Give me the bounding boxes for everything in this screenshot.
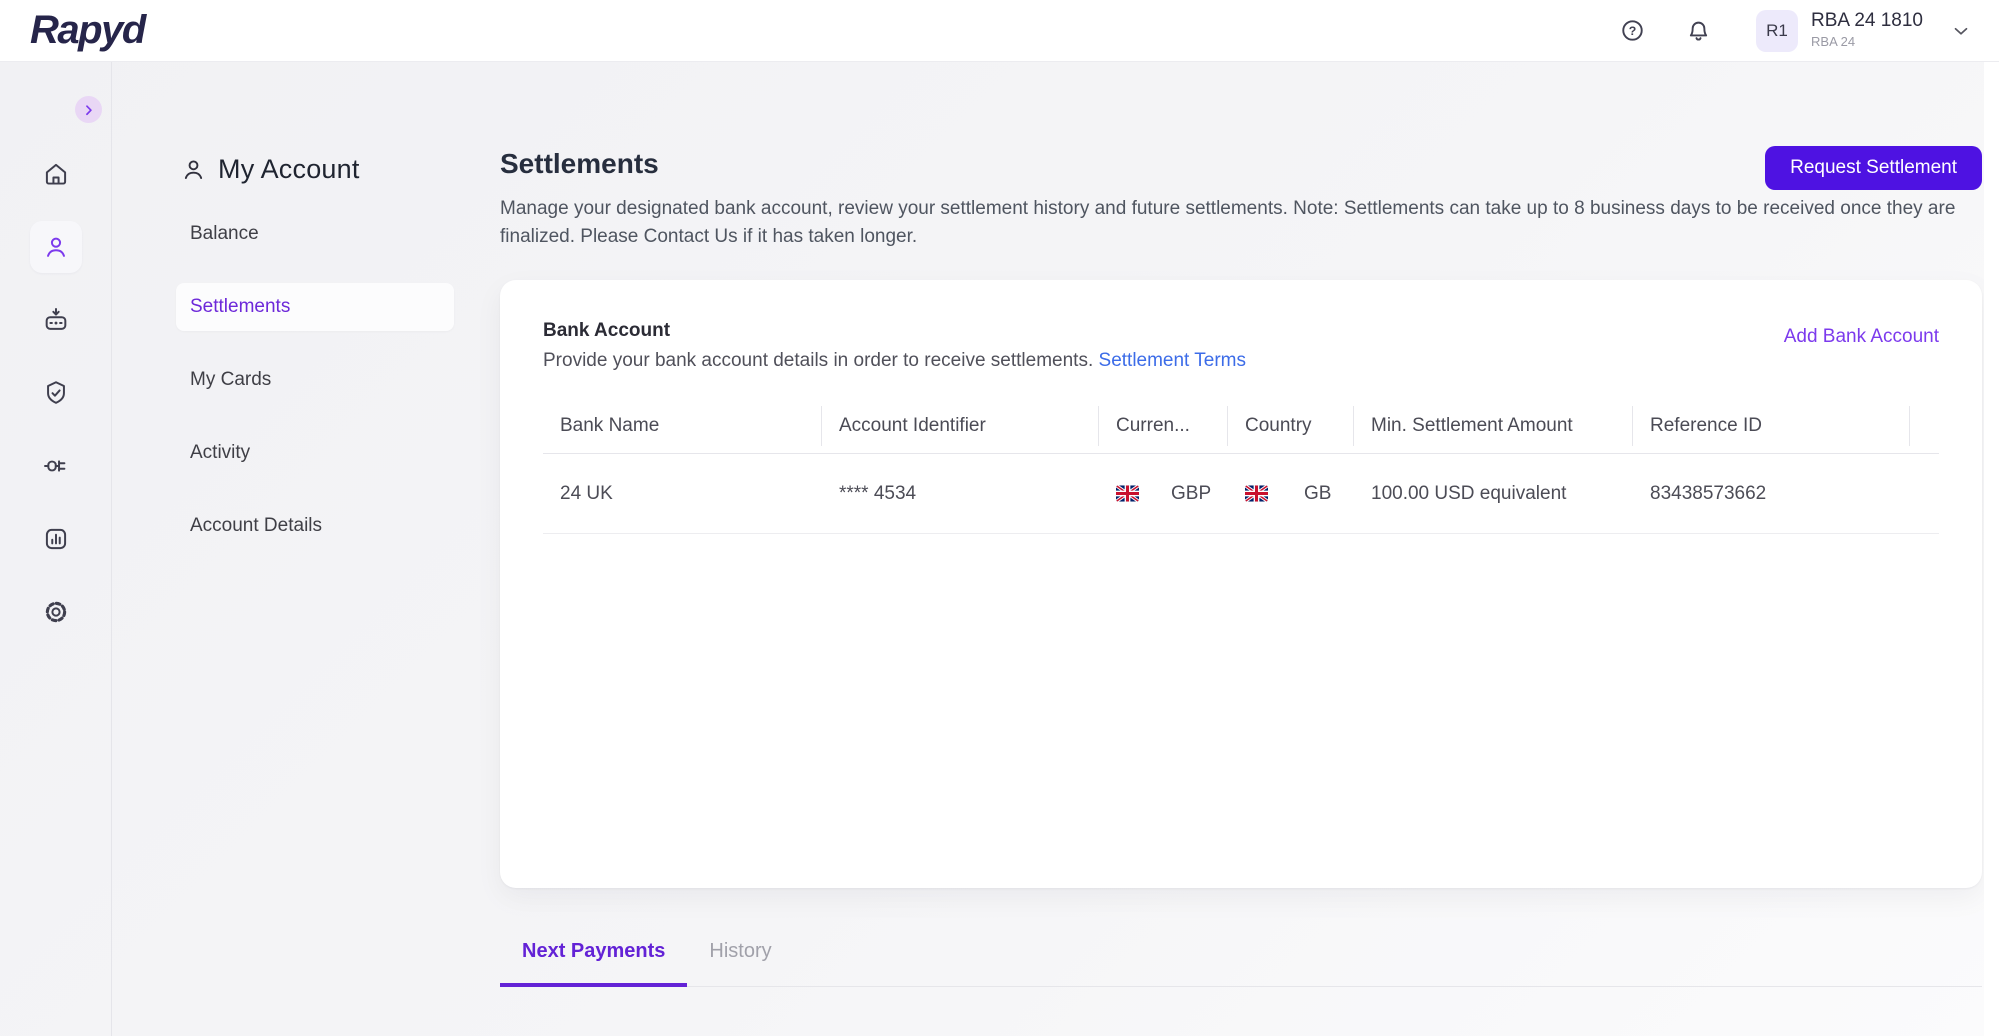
cell-account-identifier: **** 4534 bbox=[839, 482, 917, 504]
currency-code: GBP bbox=[1171, 482, 1212, 504]
country-code: GB bbox=[1304, 482, 1332, 504]
nav-item-my-cards[interactable]: My Cards bbox=[190, 369, 272, 390]
table-row[interactable]: 24 UK **** 4534 GBP GB 100.00 USD equiva… bbox=[543, 454, 1939, 534]
cell-country: GB bbox=[1228, 483, 1354, 505]
card-header: Bank Account Provide your bank account d… bbox=[543, 320, 1939, 372]
request-settlement-button[interactable]: Request Settlement bbox=[1765, 146, 1982, 190]
account-meta: RBA 24 1810 RBA 24 bbox=[1811, 10, 1923, 50]
column-header-country: Country bbox=[1228, 405, 1354, 446]
card-title: Bank Account bbox=[543, 320, 671, 341]
nav-item-activity[interactable]: Activity bbox=[190, 442, 251, 463]
column-header-currency: Curren... bbox=[1099, 405, 1228, 446]
uk-flag-icon bbox=[1116, 485, 1139, 502]
account-nav-title: My Account bbox=[218, 154, 360, 184]
sidebar-item-settings[interactable] bbox=[30, 586, 82, 638]
notifications-button[interactable] bbox=[1676, 9, 1720, 53]
user-icon bbox=[42, 233, 70, 261]
tab-history[interactable]: History bbox=[709, 940, 772, 962]
page-title: Settlements bbox=[500, 148, 659, 179]
bell-icon bbox=[1685, 17, 1712, 44]
sidebar-expand-button[interactable] bbox=[75, 96, 102, 123]
nav-item-settlements[interactable]: Settlements bbox=[176, 283, 454, 331]
sidebar-rail bbox=[0, 62, 112, 1036]
sidebar-item-home[interactable] bbox=[30, 148, 82, 200]
bank-account-card: Bank Account Provide your bank account d… bbox=[500, 280, 1982, 888]
card-header-text: Bank Account Provide your bank account d… bbox=[543, 320, 1246, 372]
plug-icon bbox=[42, 452, 70, 480]
cell-min-settlement-amount: 100.00 USD equivalent bbox=[1371, 482, 1567, 504]
card-subtitle: Provide your bank account details in ord… bbox=[543, 350, 1246, 372]
sidebar-item-verify[interactable] bbox=[30, 367, 82, 419]
chevron-down-icon bbox=[1949, 19, 1973, 43]
account-nav-header: My Account bbox=[180, 154, 360, 185]
column-header-min-settlement-amount: Min. Settlement Amount bbox=[1354, 405, 1633, 446]
rapyd-logo[interactable]: Rapyd bbox=[30, 8, 146, 52]
account-nav: Balance Settlements My Cards Activity Ac… bbox=[176, 210, 454, 575]
card-subtitle-text: Provide your bank account details in ord… bbox=[543, 350, 1094, 371]
account-org: RBA 24 bbox=[1811, 34, 1856, 50]
table-header-row: Bank Name Account Identifier Curren... C… bbox=[543, 398, 1939, 454]
help-button[interactable] bbox=[1610, 9, 1654, 53]
cell-currency: GBP bbox=[1099, 483, 1228, 505]
gear-icon bbox=[42, 598, 70, 626]
tab-next-payments[interactable]: Next Payments bbox=[500, 940, 688, 987]
main-panel: Settlements Request Settlement Manage yo… bbox=[500, 62, 1982, 1036]
uk-flag-icon bbox=[1245, 485, 1268, 502]
column-header-bank-name: Bank Name bbox=[543, 405, 822, 446]
content-area: My Account Balance Settlements My Cards … bbox=[0, 62, 1999, 1036]
topbar: Rapyd R1 RBA 24 1810 RBA 24 bbox=[0, 0, 1999, 62]
account-menu[interactable]: R1 RBA 24 1810 RBA 24 bbox=[1756, 9, 1973, 52]
add-bank-account-link[interactable]: Add Bank Account bbox=[1783, 326, 1939, 347]
scrollbar-track[interactable] bbox=[1984, 62, 1999, 1036]
cell-bank-name: 24 UK bbox=[560, 482, 613, 504]
nav-item-balance[interactable]: Balance bbox=[190, 223, 259, 244]
bank-account-table: Bank Name Account Identifier Curren... C… bbox=[543, 398, 1939, 534]
sidebar-item-integrations[interactable] bbox=[30, 440, 82, 492]
user-icon bbox=[180, 156, 207, 183]
column-header-account-identifier: Account Identifier bbox=[822, 405, 1099, 446]
home-icon bbox=[42, 160, 70, 188]
sidebar-item-collect[interactable] bbox=[30, 294, 82, 346]
column-header-reference-id: Reference ID bbox=[1633, 405, 1910, 446]
page-description: Manage your designated bank account, rev… bbox=[500, 198, 1956, 247]
account-name: RBA 24 1810 bbox=[1811, 10, 1923, 32]
bar-chart-icon bbox=[42, 525, 70, 553]
avatar: R1 bbox=[1756, 9, 1799, 52]
sidebar-item-analytics[interactable] bbox=[30, 513, 82, 565]
topbar-actions: R1 RBA 24 1810 RBA 24 bbox=[1610, 9, 1973, 53]
settlement-terms-link[interactable]: Settlement Terms bbox=[1098, 350, 1246, 371]
chevron-right-icon bbox=[80, 101, 97, 118]
question-circle-icon bbox=[1619, 17, 1646, 44]
settlements-tabs: Next Payments History bbox=[500, 940, 1982, 987]
shield-check-icon bbox=[42, 379, 70, 407]
sidebar-item-my-account[interactable] bbox=[29, 221, 82, 273]
collect-icon bbox=[42, 306, 70, 334]
cell-reference-id: 83438573662 bbox=[1650, 482, 1767, 504]
column-header-spacer bbox=[1910, 406, 1939, 446]
nav-item-account-details[interactable]: Account Details bbox=[190, 515, 323, 536]
